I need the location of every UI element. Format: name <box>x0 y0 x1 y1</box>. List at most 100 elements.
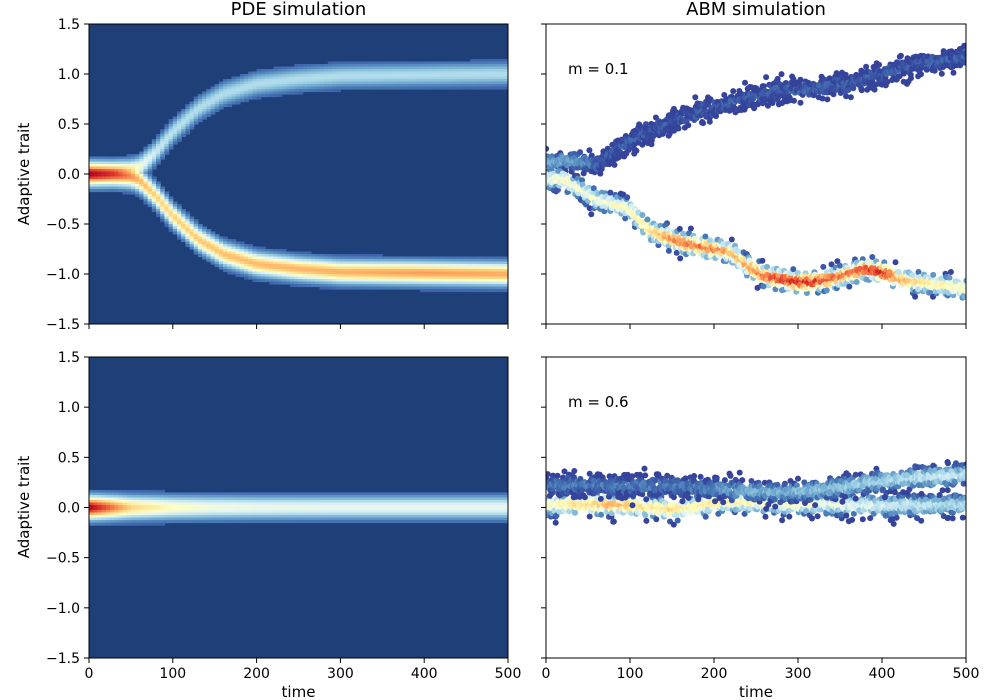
heatmap-cell <box>445 279 450 283</box>
heatmap-cell <box>302 254 308 258</box>
heatmap-cell <box>445 284 450 288</box>
heatmap-cell <box>503 256 508 260</box>
heatmap-cell <box>461 261 467 265</box>
heatmap-cell <box>151 146 157 150</box>
heatmap-cell <box>411 76 417 80</box>
heatmap-cell <box>185 124 191 128</box>
heatmap-cell <box>101 176 107 180</box>
heatmap-cell <box>474 84 480 88</box>
heatmap-cell <box>457 259 463 263</box>
heatmap-cell <box>382 286 388 290</box>
heatmap-cell <box>172 224 178 228</box>
heatmap-cell <box>139 196 145 200</box>
heatmap-cell <box>164 214 170 218</box>
heatmap-cell <box>407 281 413 285</box>
heatmap-cell <box>415 66 421 70</box>
heatmap-cell <box>394 264 400 268</box>
heatmap-cell <box>478 59 484 63</box>
heatmap-cell <box>176 499 182 504</box>
heatmap-cell <box>135 191 140 195</box>
heatmap-cell <box>273 264 279 268</box>
heatmap-cell <box>181 129 186 133</box>
heatmap-cell <box>193 221 199 225</box>
heatmap-cell <box>365 71 371 75</box>
heatmap-cell <box>466 279 471 283</box>
heatmap-cell <box>122 497 128 501</box>
heatmap-cell <box>306 261 312 265</box>
heatmap-cell <box>264 79 270 83</box>
heatmap-cell <box>294 251 300 255</box>
panel-pde-top: −1.5−1.0−0.50.00.51.01.5 PDE simulation … <box>15 0 509 333</box>
heatmap-cell <box>399 84 404 88</box>
heatmap-cell <box>168 507 174 511</box>
heatmap-cell <box>273 276 279 280</box>
heatmap-cell <box>470 59 476 63</box>
heatmap-cell <box>189 114 195 118</box>
heatmap-cell <box>399 61 404 65</box>
heatmap-cell <box>126 174 132 178</box>
heatmap-cell <box>470 66 476 70</box>
heatmap-cell <box>168 201 174 205</box>
scatter-point <box>946 274 953 281</box>
heatmap-cell <box>495 281 501 285</box>
heatmap-cell <box>482 286 488 290</box>
heatmap-cell <box>399 86 404 90</box>
heatmap-cell <box>457 71 463 75</box>
scatter-point <box>553 187 560 194</box>
heatmap-cell <box>97 174 103 178</box>
heatmap-cell <box>290 74 295 78</box>
heatmap-cell <box>210 106 216 110</box>
heatmap-cell <box>210 109 216 113</box>
heatmap-cell <box>269 269 274 273</box>
heatmap-cell <box>273 251 279 255</box>
heatmap-cell <box>223 269 228 273</box>
heatmap-cell <box>390 69 396 73</box>
heatmap-cell <box>432 264 438 268</box>
heatmap-cell <box>290 66 295 70</box>
heatmap-cell <box>223 79 228 83</box>
heatmap-cell <box>193 241 199 245</box>
heatmap-cell <box>143 510 149 514</box>
heatmap-cell <box>432 266 438 270</box>
heatmap-cell <box>168 204 174 208</box>
heatmap-cell <box>223 91 228 95</box>
heatmap-cell <box>482 274 488 278</box>
heatmap-cell <box>181 116 186 120</box>
heatmap-cell <box>210 236 216 240</box>
heatmap-cell <box>340 284 346 288</box>
heatmap-cell <box>440 84 446 88</box>
heatmap-cell <box>151 149 157 153</box>
heatmap-cell <box>311 254 316 258</box>
heatmap-cell <box>156 189 161 193</box>
heatmap-cell <box>89 492 94 496</box>
heatmap-cell <box>202 246 207 250</box>
heatmap-cell <box>156 149 161 153</box>
heatmap-cell <box>369 281 375 285</box>
heatmap-cell <box>97 181 103 185</box>
heatmap-cell <box>294 74 300 78</box>
heatmap-cell <box>340 64 346 68</box>
heatmap-cell <box>432 86 438 90</box>
heatmap-cell <box>436 286 442 290</box>
heatmap-cell <box>390 286 396 290</box>
heatmap-cell <box>474 66 480 70</box>
heatmap-cell <box>185 116 191 120</box>
heatmap-cell <box>176 224 182 228</box>
heatmap-cell <box>491 66 497 70</box>
heatmap-cell <box>470 61 476 65</box>
heatmap-cell <box>143 199 149 203</box>
heatmap-cell <box>399 276 404 280</box>
heatmap-cell <box>156 489 161 494</box>
heatmap-cell <box>126 489 132 494</box>
heatmap-cell <box>172 497 178 501</box>
heatmap-cell <box>432 269 438 273</box>
heatmap-cell <box>156 159 161 163</box>
heatmap-cell <box>264 269 270 273</box>
heatmap-cell <box>93 520 98 524</box>
heatmap-cell <box>189 119 195 123</box>
heatmap-cell <box>189 224 195 228</box>
heatmap-cell <box>231 84 237 88</box>
heatmap-cell <box>319 66 325 70</box>
heatmap-cell <box>470 264 476 268</box>
heatmap-cell <box>315 259 321 263</box>
